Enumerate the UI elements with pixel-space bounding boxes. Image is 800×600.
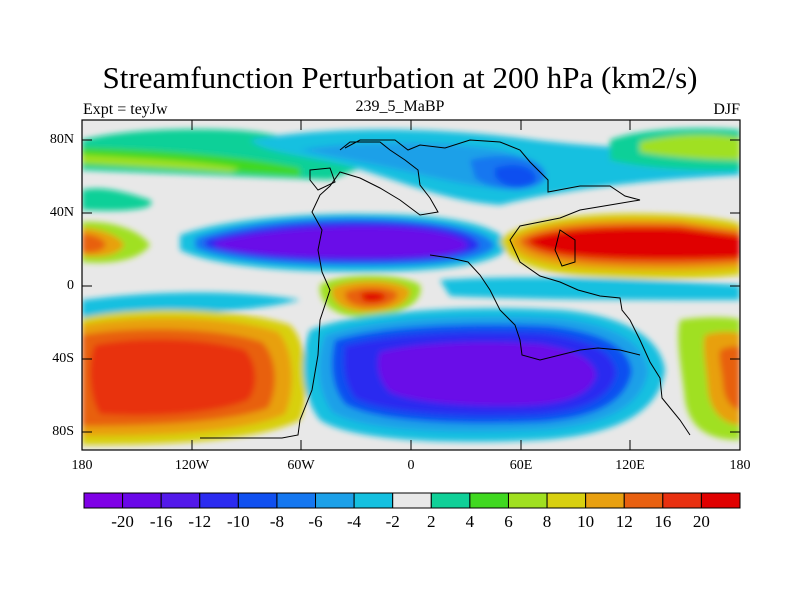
lat-label-40n: 40N bbox=[49, 205, 74, 220]
colorbar-label: 16 bbox=[654, 512, 672, 531]
coastline-west bbox=[200, 141, 439, 439]
colorbar-label: -16 bbox=[149, 512, 173, 531]
colorbar-box bbox=[700, 492, 741, 509]
lon-ticks bbox=[81, 120, 741, 450]
lon-label-60e: 60E bbox=[509, 458, 533, 473]
lat-ticks bbox=[82, 139, 740, 433]
colorbar-label: -10 bbox=[227, 512, 250, 531]
colorbar-box bbox=[83, 492, 124, 509]
colorbar-box bbox=[546, 492, 587, 509]
colorbar-box bbox=[585, 492, 625, 509]
colorbar-label: -6 bbox=[308, 512, 323, 531]
colorbar-label: -8 bbox=[269, 512, 285, 531]
lon-label-120w: 120W bbox=[174, 458, 210, 473]
lon-label-0: 0 bbox=[407, 458, 415, 473]
colorbar-label: -20 bbox=[111, 512, 134, 531]
colorbar-label: -2 bbox=[385, 512, 400, 531]
lon-label-180e: 180 bbox=[729, 458, 751, 473]
colorbar-box bbox=[276, 492, 317, 509]
colorbar-label: 6 bbox=[504, 512, 513, 531]
colorbar-box bbox=[353, 492, 394, 509]
lat-label-80s: 80S bbox=[52, 424, 74, 439]
colorbar-label: 12 bbox=[615, 512, 633, 531]
colorbar-box bbox=[160, 492, 201, 509]
coastline-east bbox=[344, 139, 691, 436]
colorbar-box bbox=[237, 492, 278, 509]
map-title: Streamfunction Perturbation at 200 hPa (… bbox=[102, 60, 698, 95]
colorbar-box bbox=[662, 492, 702, 509]
colorbar-label: 4 bbox=[465, 512, 475, 531]
colorbar-label: -4 bbox=[347, 512, 362, 531]
coastline-south-inner bbox=[429, 254, 641, 361]
colorbar-label: 2 bbox=[427, 512, 436, 531]
lon-label-60w: 60W bbox=[287, 458, 315, 473]
coastline-outlines bbox=[200, 139, 691, 439]
colorbar-label: 10 bbox=[577, 512, 595, 531]
colorbar-label: 20 bbox=[692, 512, 710, 531]
lon-label-180w: 180 bbox=[71, 458, 93, 473]
colorbar-box bbox=[392, 492, 432, 509]
colorbar-box bbox=[122, 492, 162, 509]
lat-label-40s: 40S bbox=[52, 351, 74, 366]
lat-label-0: 0 bbox=[67, 278, 74, 293]
colorbar-box bbox=[199, 492, 239, 509]
streamfunction-field bbox=[82, 120, 740, 450]
colorbar bbox=[83, 492, 741, 509]
experiment-label: Expt = teyJw bbox=[83, 101, 168, 118]
colorbar-box bbox=[469, 492, 509, 509]
colorbar-label: 8 bbox=[542, 512, 552, 531]
colorbar-box bbox=[507, 492, 548, 509]
run-label: 239_5_MaBP bbox=[355, 98, 445, 115]
colorbar-label: -12 bbox=[188, 512, 212, 531]
colorbar-box bbox=[430, 492, 471, 509]
colorbar-box bbox=[623, 492, 664, 509]
colorbar-box bbox=[315, 492, 355, 509]
season-label: DJF bbox=[713, 101, 740, 118]
lon-label-120e: 120E bbox=[615, 458, 645, 473]
lat-label-80n: 80N bbox=[49, 132, 74, 147]
